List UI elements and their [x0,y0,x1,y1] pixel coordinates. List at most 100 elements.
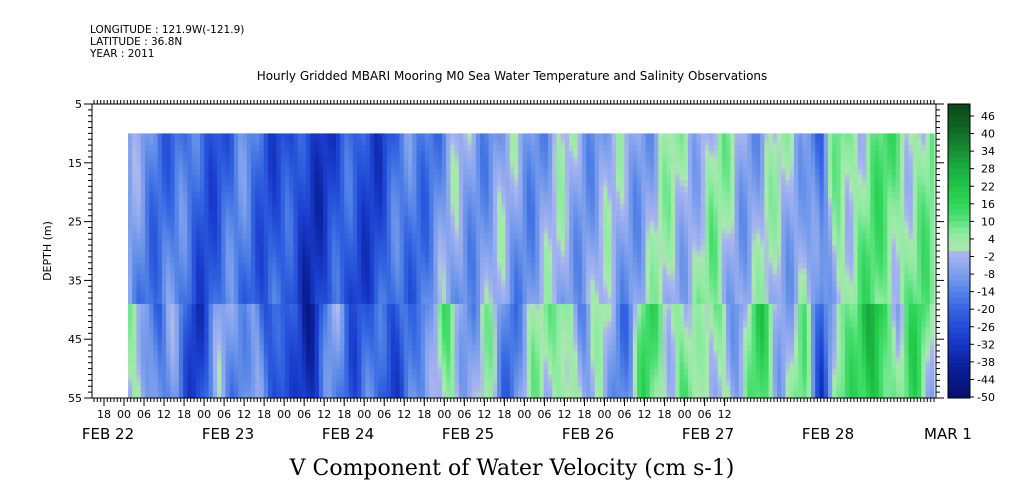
heatmap-cell [361,215,367,223]
heatmap-cell [357,198,362,205]
heatmap-cell [200,151,205,158]
heatmap-cell [581,209,587,217]
heatmap-cell [242,280,248,287]
heatmap-cell [293,221,299,229]
heatmap-cell [509,162,515,170]
heatmap-cell [514,368,519,376]
heatmap-cell [212,268,218,276]
heatmap-cell [547,262,553,270]
heatmap-cell [297,145,303,152]
heatmap-cell [195,333,201,340]
heatmap-cell [480,303,485,311]
heatmap-cell [391,151,396,158]
heatmap-cell [471,245,477,252]
heatmap-cell [217,339,222,346]
heatmap-cell [166,315,172,323]
heatmap-cell [501,345,507,352]
heatmap-cell [301,274,307,281]
heatmap-cell [391,133,396,140]
heatmap-cell [543,368,549,376]
heatmap-cell [170,274,176,281]
heatmap-cell [301,145,307,152]
heatmap-cell [149,156,155,164]
heatmap-cell [488,233,494,240]
heatmap-cell [132,221,138,229]
heatmap-cell [306,292,312,299]
heatmap-cell [251,386,256,393]
heatmap-cell [556,345,562,352]
heatmap-cell [480,186,485,193]
heatmap-cell [433,292,439,299]
heatmap-cell [225,133,231,140]
heatmap-cell [535,174,541,182]
heatmap-cell [505,356,511,364]
heatmap-cell [399,180,405,187]
heatmap-cell [310,339,316,346]
heatmap-cell [518,315,524,323]
heatmap-cell [577,350,583,358]
heatmap-cell [212,186,218,193]
heatmap-cell [569,168,575,176]
heatmap-cell [552,380,558,387]
heatmap-cell [497,256,502,264]
heatmap-cell [183,303,188,311]
heatmap-cell [514,245,519,252]
heatmap-cell [573,133,579,140]
heatmap-cell [543,362,549,370]
heatmap-cell [556,368,562,376]
heatmap-cell [263,321,269,329]
heatmap-cell [128,386,133,393]
heatmap-cell [560,227,566,234]
heatmap-cell [174,345,180,352]
heatmap-cell [200,262,205,270]
heatmap-cell [547,192,553,199]
heatmap-cell [149,274,155,281]
heatmap-cell [340,268,345,276]
heatmap-cell [535,380,541,387]
heatmap-cell [569,221,575,229]
heatmap-cell [412,309,418,317]
heatmap-cell [187,186,193,193]
heatmap-cell [128,168,133,176]
heatmap-cell [433,333,439,340]
heatmap-cell [306,386,312,393]
heatmap-cell [251,274,256,281]
heatmap-cell [492,133,498,140]
heatmap-cell [166,203,172,211]
heatmap-cell [535,186,541,193]
heatmap-cell [522,174,528,182]
heatmap-cell [178,139,184,146]
heatmap-cell [357,256,362,264]
heatmap-cell [556,186,562,193]
heatmap-cell [369,256,375,264]
heatmap-cell [217,151,222,158]
heatmap-cell [573,139,579,146]
heatmap-cell [395,327,401,334]
heatmap-cell [581,280,587,287]
heatmap-cell [463,315,468,323]
heatmap-cell [573,345,579,352]
heatmap-cell [573,333,579,340]
heatmap-cell [318,268,324,276]
heatmap-cell [361,186,367,193]
heatmap-cell [391,356,396,364]
heatmap-cell [161,180,167,187]
heatmap-cell [225,168,231,176]
heatmap-cell [573,392,579,398]
heatmap-cell [144,292,150,299]
heatmap-cell [323,327,328,334]
heatmap-cell [225,198,231,205]
heatmap-cell [161,256,167,264]
heatmap-cell [153,292,159,299]
heatmap-cell [475,303,481,311]
heatmap-cell [251,145,256,152]
heatmap-cell [289,198,295,205]
heatmap-cell [225,345,231,352]
heatmap-cell [238,309,244,317]
heatmap-cell [399,145,405,152]
heatmap-cell [484,374,490,381]
heatmap-cell [255,133,261,140]
heatmap-cell [420,315,426,323]
heatmap-cell [149,286,155,293]
heatmap-cell [314,227,320,234]
